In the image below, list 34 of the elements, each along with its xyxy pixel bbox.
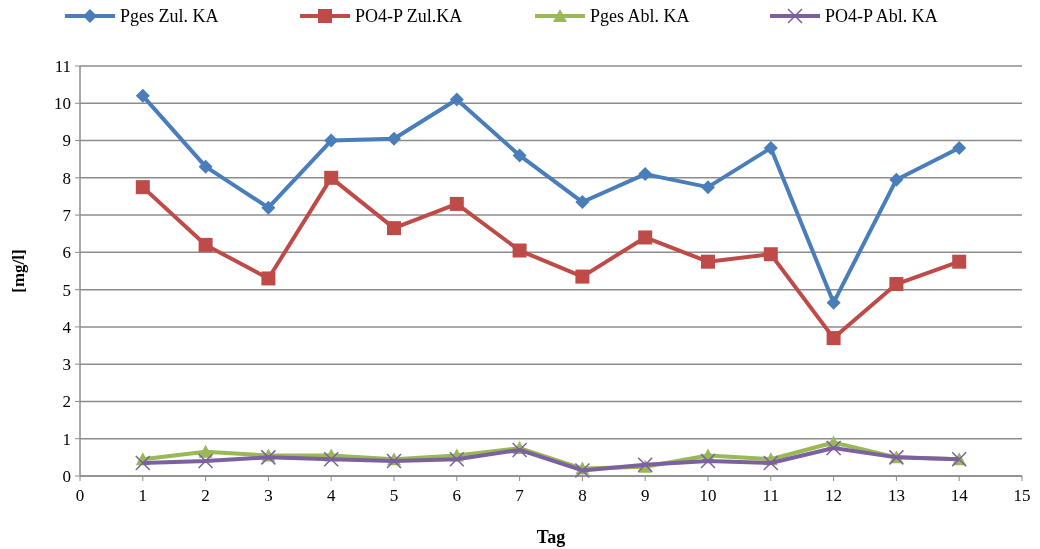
- x-tick-label: 0: [75, 486, 85, 505]
- x-tick-label: 3: [264, 486, 273, 505]
- legend-label: Pges Abl. KA: [590, 6, 690, 27]
- x-tick-label: 14: [950, 486, 969, 505]
- legend-label: PO4-P Zul.KA: [355, 6, 463, 27]
- x-tick-label: 11: [762, 486, 779, 505]
- x-tick-label: 13: [887, 486, 905, 505]
- legend-label: PO4-P Abl. KA: [825, 6, 938, 27]
- y-tick-label: 7: [62, 206, 72, 226]
- y-tick-label: 3: [62, 355, 71, 375]
- y-tick-label: 11: [54, 56, 71, 76]
- x-tick-label: 1: [138, 486, 148, 505]
- y-tick-label: 10: [54, 94, 71, 114]
- x-tick-label: 15: [1013, 486, 1031, 505]
- x-axis-title: Tag: [536, 527, 566, 547]
- y-tick-label: 5: [62, 280, 71, 300]
- x-tick-label: 10: [699, 486, 717, 505]
- x-tick-label: 12: [825, 486, 843, 505]
- y-tick-label: 1: [62, 429, 71, 449]
- y-tick-label: 2: [62, 392, 71, 412]
- y-tick-label: 0: [62, 466, 71, 486]
- x-tick-label: 4: [326, 486, 336, 505]
- x-tick-label: 8: [578, 486, 587, 505]
- y-tick-label: 9: [62, 131, 71, 151]
- legend-label: Pges Zul. KA: [120, 6, 219, 27]
- x-tick-label: 7: [515, 486, 525, 505]
- y-tick-label: 6: [62, 243, 71, 263]
- y-tick-label: 8: [62, 168, 71, 188]
- y-tick-label: 4: [62, 317, 72, 337]
- x-tick-label: 2: [201, 486, 210, 505]
- x-tick-label: 9: [640, 486, 650, 505]
- y-axis-title: [mg/l]: [9, 249, 28, 293]
- x-tick-label: 5: [389, 486, 399, 505]
- x-tick-label: 6: [452, 486, 462, 505]
